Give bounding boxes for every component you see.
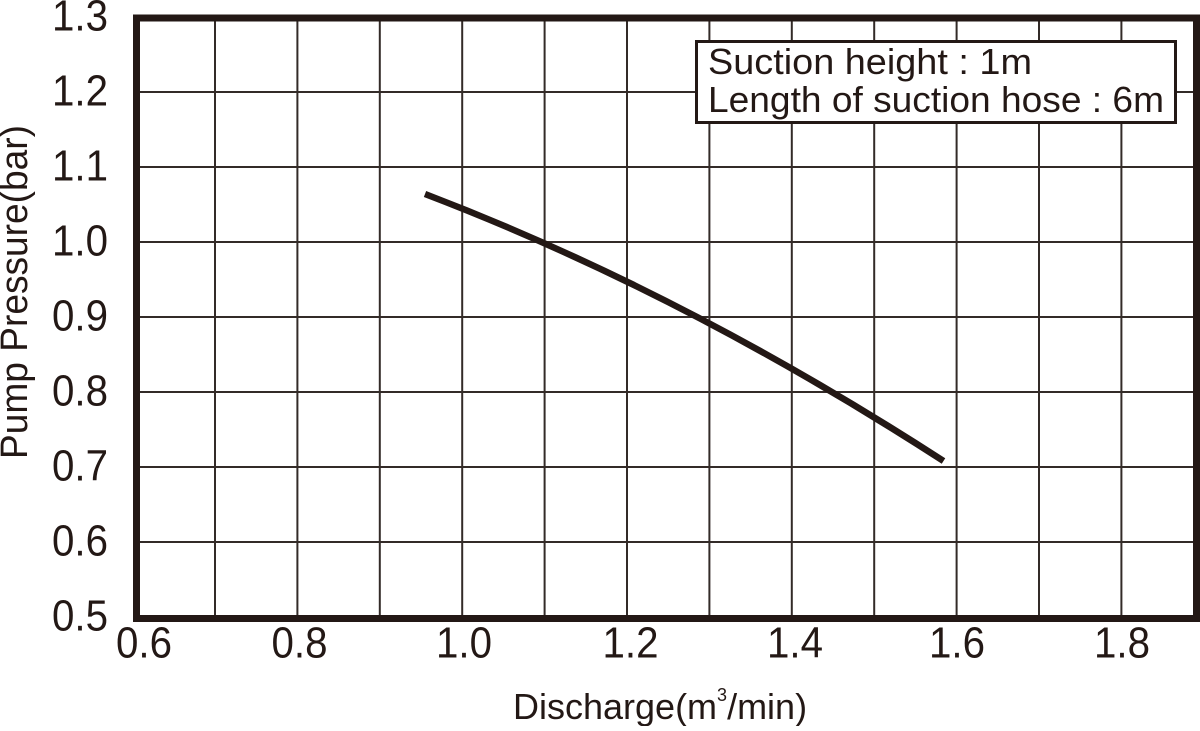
svg-text:Discharge(m3/min): Discharge(m3/min) [513,685,807,726]
svg-text:0.8: 0.8 [52,367,108,416]
svg-text:1.3: 1.3 [52,0,108,41]
svg-text:1.6: 1.6 [929,619,985,668]
svg-text:Suction height : 1m: Suction height : 1m [708,41,1032,82]
svg-text:1.0: 1.0 [436,619,492,668]
svg-text:1.1: 1.1 [52,142,108,191]
svg-text:0.8: 0.8 [272,619,328,668]
svg-text:0.5: 0.5 [52,592,108,641]
svg-text:0.6: 0.6 [52,517,108,566]
svg-text:1.2: 1.2 [603,619,659,668]
svg-text:1.8: 1.8 [1094,619,1150,668]
svg-text:0.6: 0.6 [116,619,172,668]
svg-text:Pump Pressure(bar): Pump Pressure(bar) [0,125,36,459]
svg-text:0.7: 0.7 [52,442,108,491]
svg-text:Length of suction hose : 6m: Length of suction hose : 6m [708,79,1164,120]
svg-text:1.4: 1.4 [767,619,823,668]
svg-text:0.9: 0.9 [52,292,108,341]
svg-text:1.2: 1.2 [52,67,108,116]
svg-text:1.0: 1.0 [52,217,108,266]
